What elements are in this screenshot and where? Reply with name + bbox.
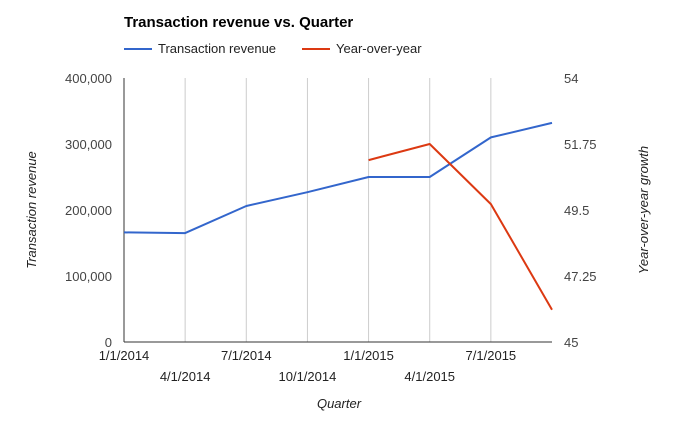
x-tick-label: 7/1/2014 (221, 348, 272, 363)
y-axis-title-right: Year-over-year growth (636, 146, 651, 274)
y-tick-label-left: 400,000 (65, 71, 112, 86)
y-tick-label-right: 47.25 (564, 269, 597, 284)
legend-label-yoy: Year-over-year (336, 41, 422, 56)
x-axis-title: Quarter (317, 396, 362, 411)
y-tick-label-left: 100,000 (65, 269, 112, 284)
x-tick-label: 4/1/2015 (404, 369, 455, 384)
y-tick-label-left: 300,000 (65, 137, 112, 152)
legend-swatch-yoy (302, 47, 331, 50)
x-tick-label: 7/1/2015 (466, 348, 517, 363)
legend-swatch-revenue (124, 47, 152, 50)
y-tick-label-right: 54 (564, 71, 578, 86)
series-line-yoy (368, 143, 553, 311)
series-line-revenue (123, 121, 553, 235)
legend-item-revenue: Transaction revenue (124, 41, 276, 56)
legend-label-revenue: Transaction revenue (158, 41, 277, 56)
x-tick-label: 4/1/2014 (160, 369, 211, 384)
y-tick-label-left: 200,000 (65, 203, 112, 218)
legend: Transaction revenue Year-over-year (124, 41, 448, 56)
x-tick-label: 10/1/2014 (279, 369, 337, 384)
x-tick-label: 1/1/2014 (99, 348, 150, 363)
chart-title: Transaction revenue vs. Quarter (124, 14, 354, 31)
y-tick-label-right: 45 (564, 335, 578, 350)
x-tick-label: 1/1/2015 (343, 348, 394, 363)
y-tick-label-right: 49.5 (564, 203, 589, 218)
y-tick-label-right: 51.75 (564, 137, 597, 152)
legend-item-yoy: Year-over-year (302, 41, 422, 56)
y-tick-label-left: 0 (105, 335, 112, 350)
y-axis-title-left: Transaction revenue (24, 151, 39, 269)
